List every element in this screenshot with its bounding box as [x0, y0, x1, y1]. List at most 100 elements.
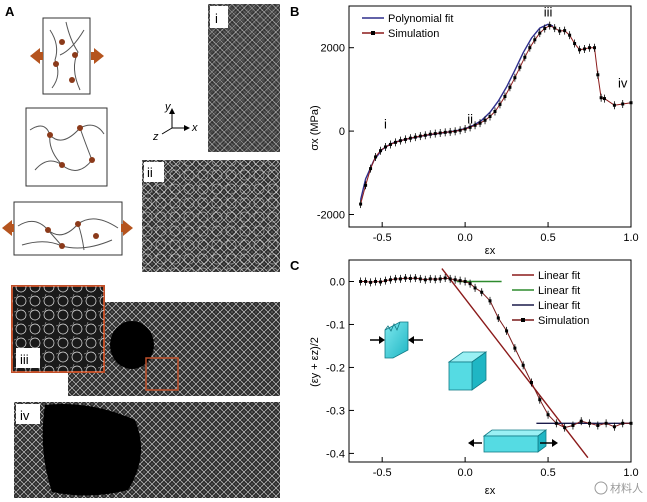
plot-b-data-point [538, 31, 542, 35]
plot-c-data-point [433, 277, 437, 281]
plot-b-data-point [513, 76, 517, 80]
plot-c-data-point [448, 277, 452, 281]
plot-c-data-point [408, 276, 412, 280]
plot-b-data-point [543, 27, 547, 31]
plot-b-data-point [423, 133, 427, 137]
crosslink-node [59, 243, 65, 249]
plot-b-data-point [478, 121, 482, 125]
plot-c-data-point [403, 276, 407, 280]
schematic-stretched-network [2, 201, 133, 256]
plot-c-data-point [563, 426, 567, 430]
compressed-block-icon [370, 321, 423, 359]
plot-b-xtick-label: 1.0 [623, 232, 638, 244]
plot-b-data-point [621, 102, 625, 106]
plot-b-data-point [463, 127, 467, 131]
plot-c-data-point [505, 329, 509, 333]
plot-b-data-point [599, 96, 603, 100]
plot-b-data-point [493, 109, 497, 113]
plot-b-data-point [428, 132, 432, 136]
watermark-logo-icon [594, 481, 608, 495]
plot-b-data-point [468, 125, 472, 129]
plot-b-data-point [473, 123, 477, 127]
plot-b-data-point [418, 134, 422, 138]
zoom-region-marker [145, 357, 179, 391]
plot-b-ytick-label: 2000 [321, 43, 345, 55]
plot-c-data-point [388, 278, 392, 282]
plot-b-data-point [393, 140, 397, 144]
plot-c-data-point [428, 277, 432, 281]
plot-c-data-point [413, 276, 417, 280]
triad-y-label: y [164, 101, 172, 113]
plot-b-data-point [374, 155, 378, 159]
snapshot-iv: iv [14, 402, 280, 498]
triad-z-label: z [152, 131, 159, 143]
panel-b-label: B [290, 4, 299, 19]
plot-c-data-point [398, 277, 402, 281]
plot-b-data-point [612, 103, 616, 107]
plot-b-annotation-iii: iii [544, 4, 553, 19]
plot-b-data-point [583, 47, 587, 51]
stage-label-iii: iii [20, 352, 29, 367]
plot-c-data-point [453, 278, 457, 282]
plot-b-data-point [408, 136, 412, 140]
plot-b-data-point [518, 65, 522, 69]
right-tension-arrow-icon [121, 220, 133, 236]
crosslink-node [89, 157, 95, 163]
left-tension-arrow-icon [2, 220, 14, 236]
panel-c-label: C [290, 258, 300, 273]
plot-c-data-point [379, 280, 383, 284]
crosslink-node [77, 125, 83, 131]
legend-simulation-c: Simulation [538, 315, 589, 327]
schematic-relaxed-network [25, 107, 108, 187]
plot-c-data-point [513, 346, 517, 350]
watermark-text: 材料人 [610, 481, 643, 495]
plot-b-data-point [498, 102, 502, 106]
plot-c-xlabel: εx [485, 485, 496, 497]
crosslink-node [45, 227, 51, 233]
plot-b-data-point [563, 29, 567, 33]
plot-b-data-point [379, 149, 383, 153]
plot-c-data-point [458, 279, 462, 283]
plot-b-frame [348, 5, 632, 228]
plot-b-ylabel: σx (MPa) [309, 105, 321, 150]
plot-c-ytick-label: -0.4 [326, 448, 345, 460]
plot-c-data-point [438, 277, 442, 281]
plot-c-data-point [374, 279, 378, 283]
plot-c-data-point [418, 277, 422, 281]
panel-a-label: A [5, 4, 15, 19]
plot-c-data-point [473, 286, 477, 290]
plot-b-data-point [593, 46, 597, 50]
plot-b-series-line-1 [360, 25, 632, 205]
plot-c-data-point [423, 278, 427, 282]
plot-b-data-point [578, 48, 582, 52]
plot-b-data-point [359, 202, 363, 206]
plot-c-ytick-label: -0.1 [326, 319, 345, 331]
triad-x-label: x [191, 122, 198, 134]
plot-b-data-point [558, 29, 562, 33]
plot-b-data-point [364, 183, 368, 187]
plot-b-annotation-i: i [384, 117, 387, 132]
plot-c-data-point [488, 299, 492, 303]
plot-c-data-point [612, 425, 616, 429]
plot-b-data-point [523, 55, 527, 59]
plot-c-data-point [571, 423, 575, 427]
plot-b-data-point [488, 115, 492, 118]
stage-label-ii: ii [147, 165, 153, 180]
plot-b-data-point [483, 118, 487, 122]
plot-b-data-point [573, 42, 577, 46]
plot-b-xtick-label: -0.5 [373, 232, 392, 244]
plot-b-data-point [388, 142, 392, 146]
plot-b-data-point [403, 137, 407, 141]
plot-b-data-point [629, 101, 633, 105]
plot-c-legend: Linear fit Linear fit Linear fit Simulat… [512, 270, 589, 327]
plot-c-data-point [579, 419, 583, 423]
plot-b-ytick-label: 0 [339, 126, 345, 138]
plot-b-legend: Polynomial fit Simulation [362, 13, 453, 40]
panel-c: C -0.5 0.0 0.5 1.0 0.0 -0.1 -0.2 -0.3 -0.4 εx (ε… [290, 258, 639, 497]
plot-c-data-point [554, 421, 558, 425]
crosslink-node [59, 39, 65, 45]
snapshot-i: i [208, 4, 280, 152]
plot-c-xtick-label: 0.5 [540, 467, 555, 479]
